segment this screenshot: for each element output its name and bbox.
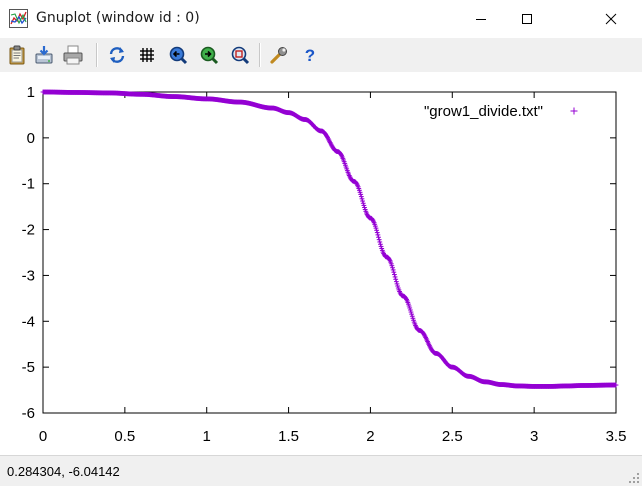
x-tick-label: 1 (203, 428, 211, 445)
x-tick-label: 2 (366, 428, 374, 445)
x-tick-label: 3.5 (606, 428, 627, 445)
legend-label: "grow1_divide.txt" (424, 103, 543, 120)
zoom-next-icon (200, 46, 219, 65)
y-tick-label: -2 (22, 222, 35, 239)
print-icon (63, 45, 83, 65)
data-point (376, 234, 381, 240)
window-title: Gnuplot (window id : 0) (36, 10, 200, 26)
data-point (393, 276, 399, 282)
close-button[interactable] (588, 0, 634, 38)
save-button[interactable] (34, 44, 56, 66)
data-point (360, 200, 366, 206)
toolbar: ? (0, 38, 642, 72)
x-tick-label: 0.5 (114, 428, 135, 445)
y-tick-label: -4 (22, 313, 35, 330)
help-icon: ? (305, 46, 315, 65)
data-point (373, 225, 379, 231)
data-point (360, 198, 366, 204)
y-tick-label: -3 (22, 267, 35, 284)
data-point (376, 237, 382, 243)
status-bar: 0.284304, -6.04142 (0, 455, 642, 486)
legend-marker (570, 107, 578, 115)
y-tick-label: -5 (22, 359, 35, 376)
minimize-button[interactable] (458, 0, 504, 38)
zoom-previous-button[interactable] (167, 44, 189, 66)
data-point (358, 192, 364, 197)
replot-button[interactable] (106, 44, 128, 66)
grid-icon (140, 48, 154, 62)
data-point (358, 194, 364, 199)
maximize-icon (522, 14, 532, 24)
data-point (613, 382, 619, 388)
resize-grip-icon[interactable] (628, 472, 640, 484)
data-point (392, 274, 398, 280)
grid-button[interactable] (136, 44, 158, 66)
data-point (394, 281, 400, 287)
data-point (377, 239, 383, 245)
plot-frame (42, 91, 617, 414)
data-point (392, 272, 397, 277)
chart[interactable]: 0 0.5 1 1.5 2 2.5 3 3.5 1 0 -1 -2 -3 -4 -5 -6 "grow1_di… (0, 72, 642, 455)
data-point (393, 279, 399, 285)
y-tick-label: 1 (27, 84, 35, 101)
cursor-coordinates: 0.284304, -6.04142 (7, 464, 120, 479)
x-tick-label: 0 (39, 428, 47, 445)
data-point (391, 269, 397, 275)
data-point (374, 230, 380, 235)
x-tick-label: 1.5 (278, 428, 299, 445)
svg-text:?: ? (305, 46, 315, 65)
y-tick-label: -6 (22, 405, 35, 422)
data-point (390, 265, 395, 271)
gnuplot-app-icon (9, 9, 28, 28)
data-point (374, 227, 380, 233)
save-icon (35, 46, 53, 64)
data-point (378, 241, 383, 247)
replot-icon (109, 47, 125, 63)
unzoom-button[interactable] (229, 44, 251, 66)
x-tick-label: 3 (530, 428, 538, 445)
data-point (375, 232, 381, 238)
data-point (359, 196, 365, 202)
print-button[interactable] (62, 44, 84, 66)
maximize-button[interactable] (504, 0, 550, 38)
help-button[interactable]: ? (299, 44, 321, 66)
toolbar-separator (96, 43, 98, 67)
x-tick-label: 2.5 (442, 428, 463, 445)
toolbar-separator (259, 43, 261, 67)
y-tick-label: 0 (27, 130, 35, 147)
copy-clipboard-button[interactable] (6, 44, 28, 66)
minimize-icon (476, 19, 486, 20)
options-button[interactable] (268, 44, 290, 66)
options-wrench-icon (270, 47, 287, 64)
plot-area[interactable]: 0 0.5 1 1.5 2 2.5 3 3.5 1 0 -1 -2 -3 -4 -5 -6 "grow1_di… (0, 72, 642, 455)
data-points (40, 89, 619, 389)
copy-clipboard-icon (9, 45, 25, 65)
close-icon (605, 13, 617, 25)
data-point (390, 267, 396, 273)
zoom-next-button[interactable] (198, 44, 220, 66)
zoom-previous-icon (169, 46, 188, 65)
unzoom-icon (231, 46, 250, 65)
y-tick-label: -1 (22, 176, 35, 193)
title-bar: Gnuplot (window id : 0) (0, 0, 642, 38)
